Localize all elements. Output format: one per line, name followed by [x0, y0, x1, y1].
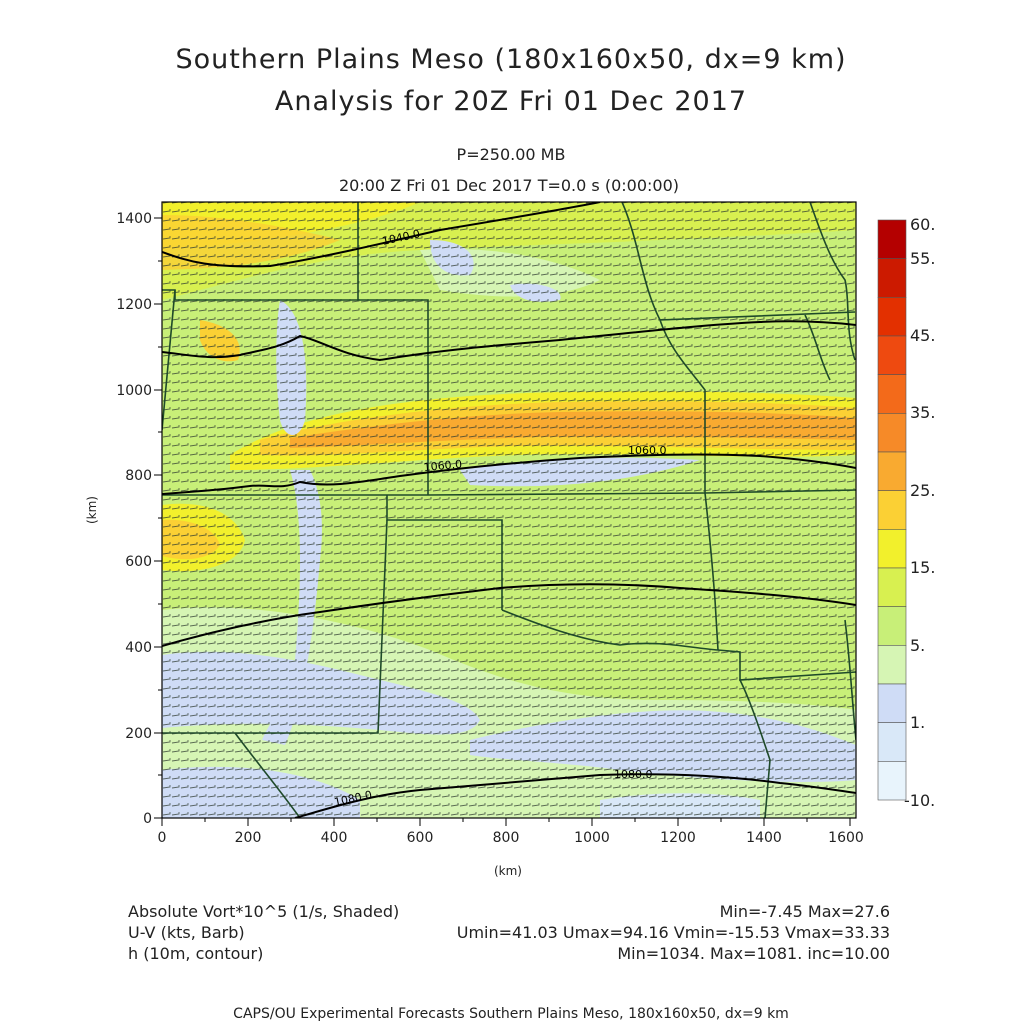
map-subtitle: Analysis for 20Z Fri 01 Dec 2017 — [274, 86, 748, 117]
color-scale-bar — [877, 219, 907, 801]
color-scale-labels: 60. 55. 45. 35. 25. 15. 5. 1. -10. — [904, 215, 935, 810]
y-tick-label: 0 — [143, 811, 152, 827]
y-tick-label: 800 — [125, 468, 152, 484]
colorbar-swatch — [877, 490, 907, 530]
height-contours — [162, 202, 856, 818]
colorbar-swatch — [877, 219, 907, 259]
x-axis-label: (km) — [494, 864, 522, 878]
x-tick-label: 400 — [321, 830, 348, 846]
colorbar-swatch — [877, 645, 907, 685]
field3-stats: Min=1034. Max=1081. inc=10.00 — [617, 944, 890, 963]
colorbar-swatch — [877, 374, 907, 414]
field2-stats: Umin=41.03 Umax=94.16 Vmin=-15.53 Vmax=3… — [456, 923, 890, 942]
x-tick-label: 1200 — [660, 830, 696, 846]
colorbar-swatch — [877, 567, 907, 607]
pressure-level: P=250.00 MB — [456, 145, 566, 164]
colorbar-swatch — [877, 529, 907, 569]
colorbar-label: -10. — [904, 791, 935, 810]
colorbar-swatch — [877, 606, 907, 646]
x-tick-label: 600 — [407, 830, 434, 846]
colorbar-label: 60. — [910, 215, 935, 234]
colorbar-label: 45. — [910, 326, 935, 345]
field2-label: U-V (kts, Barb) — [128, 923, 245, 942]
y-tick-label: 1200 — [116, 297, 152, 313]
colorbar-label: 25. — [910, 481, 935, 500]
x-tick-label: 1000 — [574, 830, 610, 846]
x-tick-label: 1600 — [828, 830, 864, 846]
colorbar-label: 55. — [910, 249, 935, 268]
x-tick-label: 1400 — [746, 830, 782, 846]
y-axis-label: (km) — [85, 496, 99, 524]
colorbar-swatch — [877, 258, 907, 298]
colorbar-swatch — [877, 722, 907, 762]
colorbar-swatch — [877, 451, 907, 491]
field3-label: h (10m, contour) — [128, 944, 264, 963]
contour-label-1060-west: 1060.0 — [423, 458, 462, 474]
valid-time: 20:00 Z Fri 01 Dec 2017 T=0.0 s (0:00:00… — [339, 176, 679, 195]
map-title: Southern Plains Meso (180x160x50, dx=9 k… — [175, 44, 847, 75]
field1-stats: Min=-7.45 Max=27.6 — [719, 902, 890, 921]
axis-ticks — [154, 217, 851, 826]
contour-label-1080-east: 1080.0 — [614, 768, 653, 781]
y-tick-label: 400 — [125, 640, 152, 656]
y-tick-label: 600 — [125, 554, 152, 570]
x-tick-label: 200 — [235, 830, 262, 846]
y-tick-labels: 0 200 400 600 800 1000 1200 1400 — [116, 211, 152, 827]
colorbar-label: 15. — [910, 558, 935, 577]
footer-credit: CAPS/OU Experimental Forecasts Southern … — [233, 1006, 789, 1022]
colorbar-label: 1. — [910, 713, 925, 732]
y-tick-label: 1000 — [116, 383, 152, 399]
colorbar-swatch — [877, 297, 907, 337]
x-tick-labels: 0 200 400 600 800 1000 1200 1400 1600 — [158, 830, 864, 846]
field1-label: Absolute Vort*10^5 (1/s, Shaded) — [128, 902, 400, 921]
colorbar-swatch — [877, 761, 907, 801]
colorbar-swatch — [877, 683, 907, 723]
state-boundaries — [162, 202, 856, 818]
vorticity-field: 1040.0 1060.0 1060.0 1080.0 1080.0 — [162, 202, 856, 818]
contour-label-1060-east: 1060.0 — [628, 444, 667, 457]
colorbar-swatch — [877, 335, 907, 375]
colorbar-label: 5. — [910, 636, 925, 655]
colorbar-swatch — [877, 413, 907, 453]
x-tick-label: 800 — [493, 830, 520, 846]
y-tick-label: 200 — [125, 726, 152, 742]
x-tick-label: 0 — [158, 830, 167, 846]
plot-frame — [161, 201, 857, 819]
colorbar-label: 35. — [910, 403, 935, 422]
y-tick-label: 1400 — [116, 211, 152, 227]
